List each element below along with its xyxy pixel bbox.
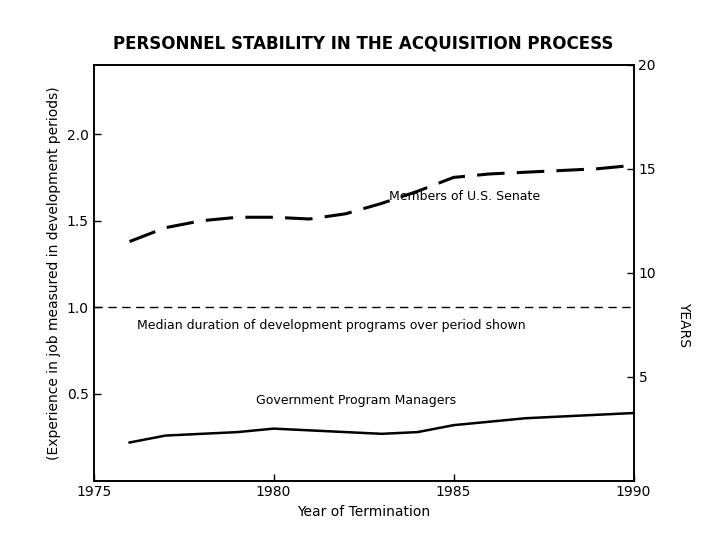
Text: Median duration of development programs over period shown: Median duration of development programs … <box>137 319 526 332</box>
Text: Members of U.S. Senate: Members of U.S. Senate <box>389 190 540 203</box>
Title: PERSONNEL STABILITY IN THE ACQUISITION PROCESS: PERSONNEL STABILITY IN THE ACQUISITION P… <box>114 34 613 52</box>
X-axis label: Year of Termination: Year of Termination <box>297 505 430 519</box>
Y-axis label: (Experience in job measured in development periods): (Experience in job measured in developme… <box>48 86 61 460</box>
Text: Government Program Managers: Government Program Managers <box>256 394 456 407</box>
Text: YEARS: YEARS <box>677 302 690 347</box>
